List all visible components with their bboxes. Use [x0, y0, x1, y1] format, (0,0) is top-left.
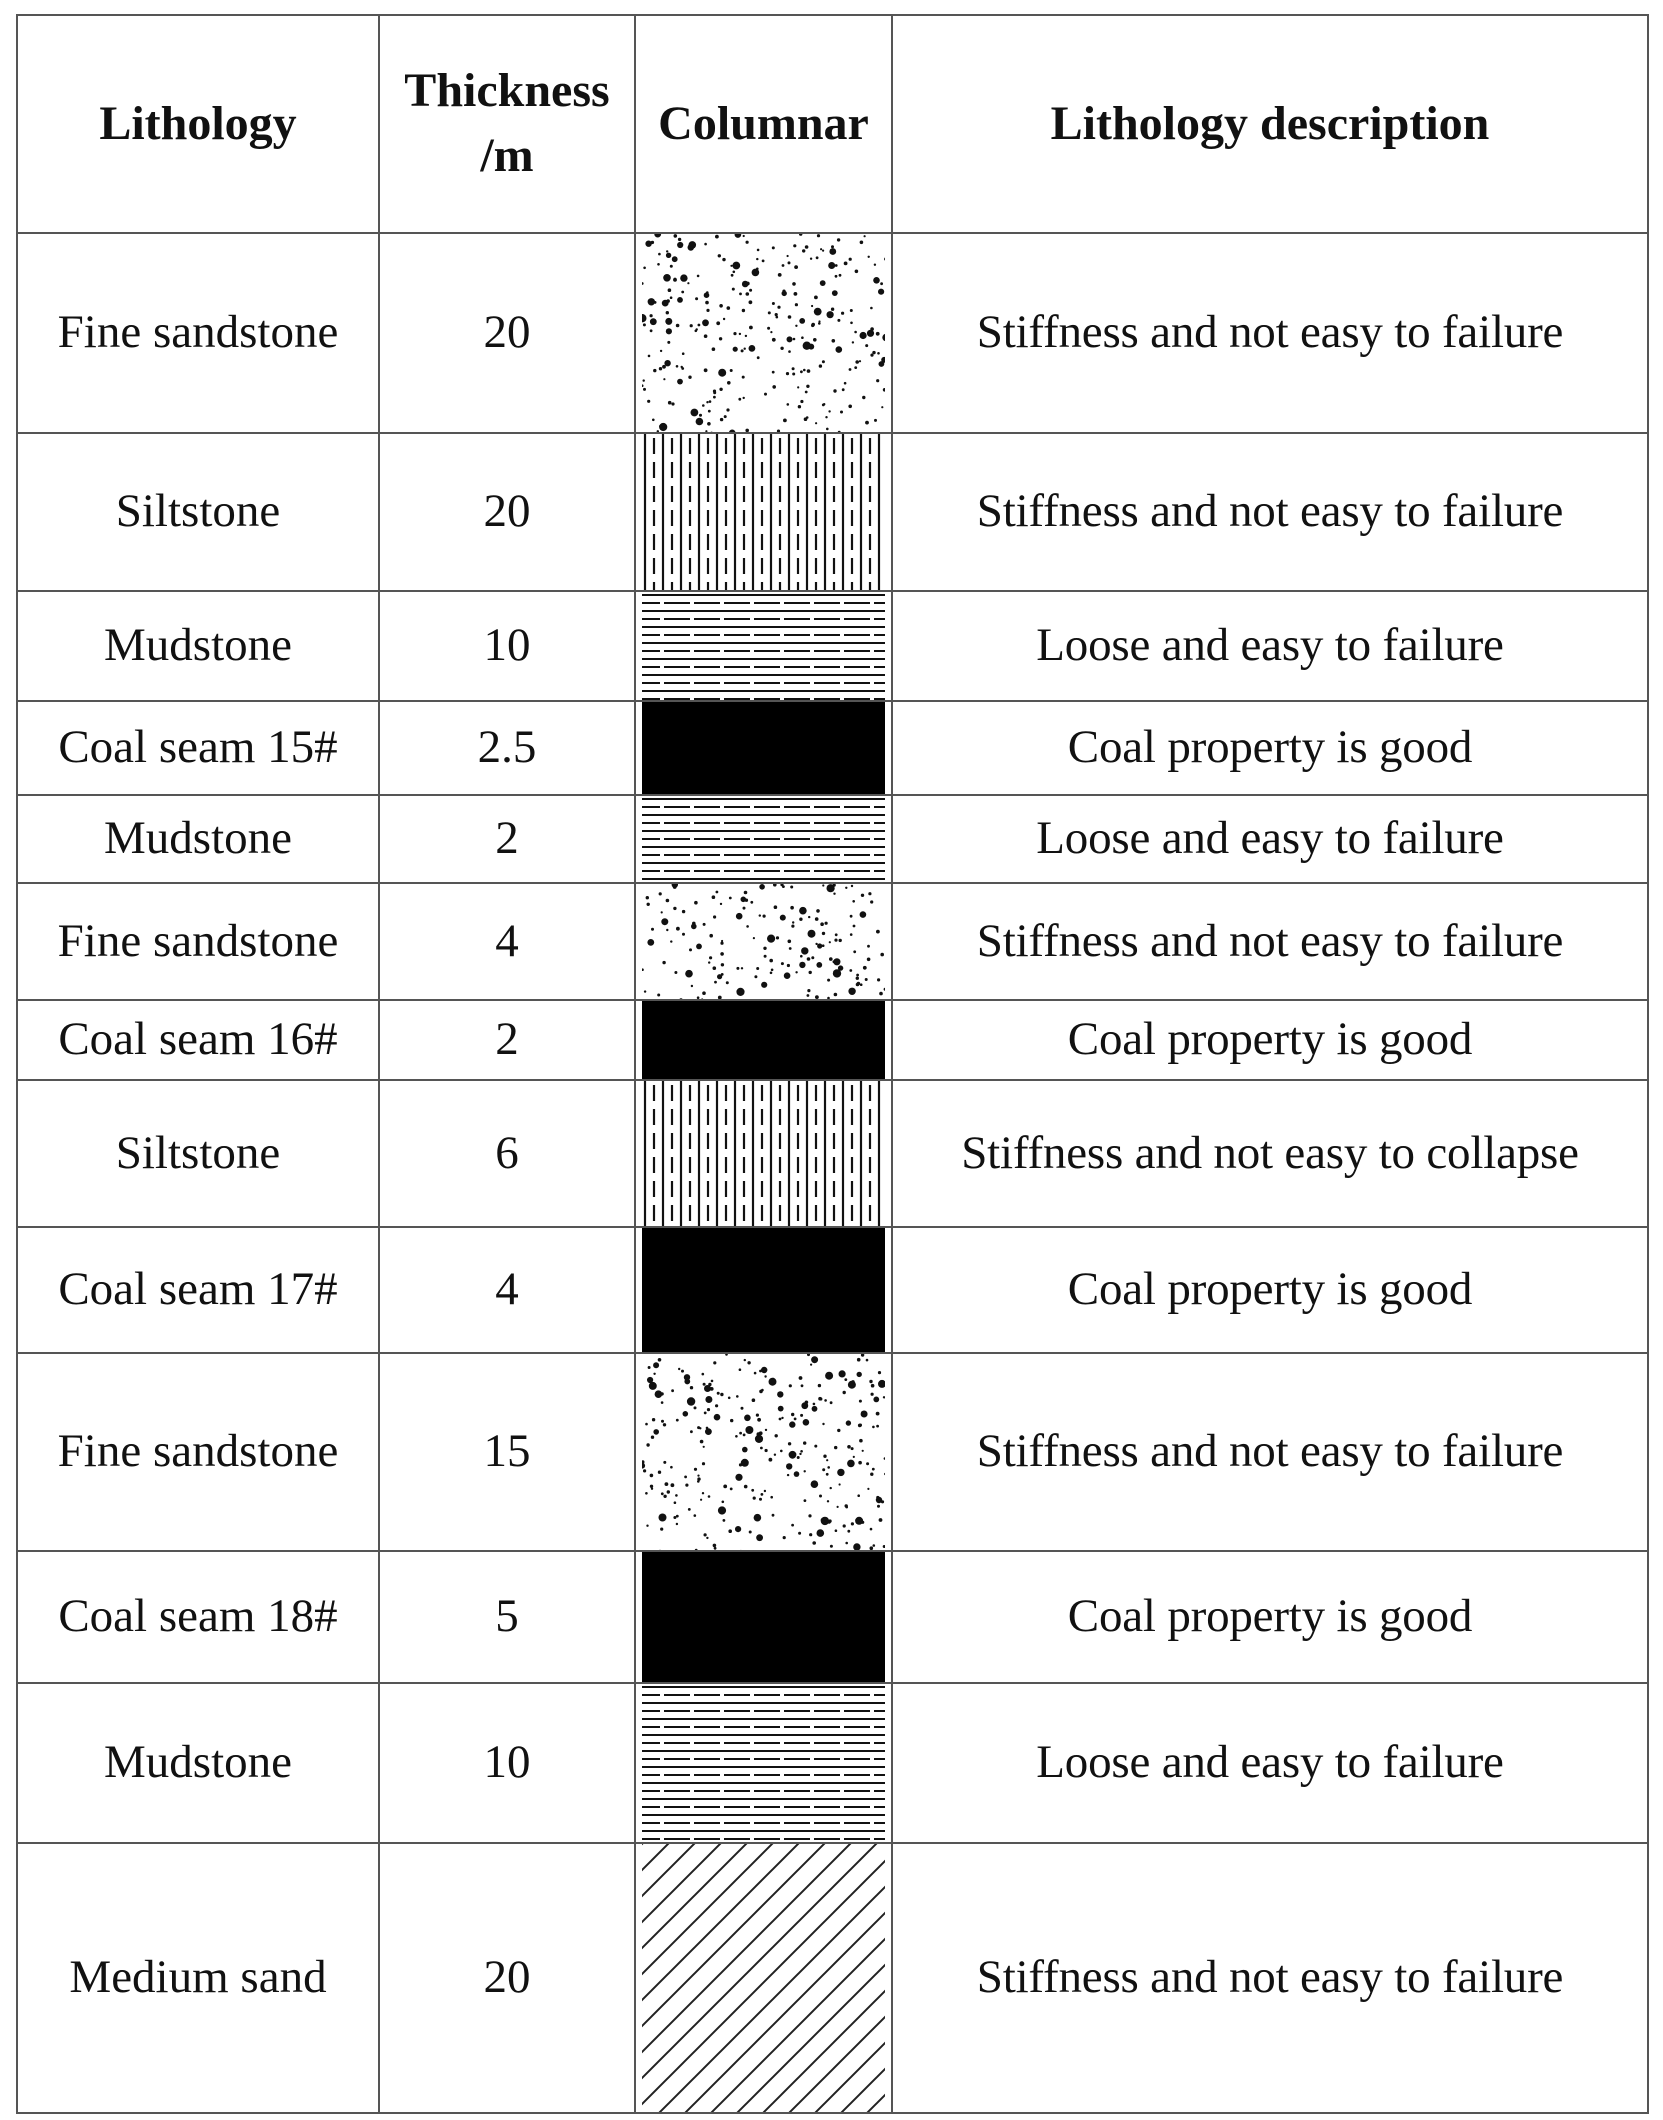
columnar-pattern-cell: [634, 1226, 893, 1354]
description-cell: Stiffness and not easy to failure: [891, 882, 1649, 1001]
header-description: Lithology description: [891, 14, 1649, 234]
lithology-cell: Siltstone: [16, 432, 380, 592]
mudstone-fill: [642, 796, 885, 882]
fine-sandstone-pattern: [642, 884, 885, 999]
lithology-cell: Mudstone: [16, 590, 380, 702]
thickness-cell: 4: [378, 882, 636, 1001]
description-cell: Stiffness and not easy to failure: [891, 432, 1649, 592]
columnar-pattern-cell: [634, 1550, 893, 1684]
lithology-cell: Coal seam 16#: [16, 999, 380, 1081]
mudstone-pattern: [642, 796, 885, 882]
mudstone-pattern: [642, 592, 885, 700]
thickness-cell: 20: [378, 232, 636, 434]
thickness-cell: 2: [378, 794, 636, 884]
medium-sand-fill: [642, 1844, 885, 2112]
table-row: Fine sandstone 4 Stiffness and not easy to…: [16, 882, 1649, 1001]
siltstone-fill: [642, 434, 885, 590]
sandstone-speckles: [642, 234, 885, 432]
table-row: Siltstone 6 Stiffness and not easy to coll…: [16, 1079, 1649, 1228]
thickness-cell: 10: [378, 1682, 636, 1844]
coal-fill: [642, 702, 885, 794]
fine-sandstone-pattern: [642, 1354, 885, 1550]
description-cell: Stiffness and not easy to collapse: [891, 1079, 1649, 1228]
siltstone-pattern: [642, 434, 885, 590]
table-row: Medium sand 20 Stiffness and not easy to f…: [16, 1842, 1649, 2114]
description-cell: Loose and easy to failure: [891, 590, 1649, 702]
thickness-cell: 4: [378, 1226, 636, 1354]
columnar-pattern-cell: [634, 700, 893, 796]
coal-fill: [642, 1552, 885, 1682]
stratigraphic-column-table: Lithology Thickness /m Columnar Litholog…: [16, 14, 1649, 2114]
lithology-cell: Mudstone: [16, 1682, 380, 1844]
mudstone-pattern: [642, 1684, 885, 1842]
header-lithology: Lithology: [16, 14, 380, 234]
lithology-cell: Coal seam 17#: [16, 1226, 380, 1354]
table-row: Coal seam 16# 2 Coal property is good: [16, 999, 1649, 1081]
columnar-pattern-cell: [634, 1079, 893, 1228]
thickness-cell: 2: [378, 999, 636, 1081]
thickness-cell: 10: [378, 590, 636, 702]
thickness-cell: 20: [378, 1842, 636, 2114]
table-row: Coal seam 18# 5 Coal property is good: [16, 1550, 1649, 1684]
description-cell: Coal property is good: [891, 1226, 1649, 1354]
thickness-cell: 15: [378, 1352, 636, 1552]
siltstone-pattern: [642, 1081, 885, 1226]
coal-fill: [642, 1228, 885, 1352]
mudstone-fill: [642, 592, 885, 700]
description-cell: Stiffness and not easy to failure: [891, 1352, 1649, 1552]
lithology-cell: Mudstone: [16, 794, 380, 884]
columnar-pattern-cell: [634, 999, 893, 1081]
mudstone-fill: [642, 1684, 885, 1842]
columnar-pattern-cell: [634, 882, 893, 1001]
table-row: Mudstone 10 Loose and easy to failure: [16, 590, 1649, 702]
thickness-cell: 6: [378, 1079, 636, 1228]
description-cell: Coal property is good: [891, 999, 1649, 1081]
medium-sand-pattern: [642, 1844, 885, 2112]
thickness-cell: 2.5: [378, 700, 636, 796]
sandstone-speckles: [642, 884, 885, 999]
lithology-cell: Fine sandstone: [16, 1352, 380, 1552]
header-columnar: Columnar: [634, 14, 893, 234]
lithology-cell: Medium sand: [16, 1842, 380, 2114]
table-body: Fine sandstone 20 Stiffness and not easy t…: [16, 232, 1649, 2114]
columnar-pattern-cell: [634, 432, 893, 592]
description-cell: Coal property is good: [891, 700, 1649, 796]
table-row: Fine sandstone 15 Stiffness and not easy t…: [16, 1352, 1649, 1552]
description-cell: Stiffness and not easy to failure: [891, 1842, 1649, 2114]
sandstone-speckles: [642, 1354, 885, 1550]
lithology-cell: Fine sandstone: [16, 882, 380, 1001]
header-thickness: Thickness /m: [378, 14, 636, 234]
columnar-pattern-cell: [634, 1842, 893, 2114]
fine-sandstone-pattern: [642, 234, 885, 432]
coal-pattern: [642, 1552, 885, 1682]
lithology-cell: Coal seam 18#: [16, 1550, 380, 1684]
lithology-cell: Siltstone: [16, 1079, 380, 1228]
description-cell: Loose and easy to failure: [891, 1682, 1649, 1844]
lithology-cell: Fine sandstone: [16, 232, 380, 434]
siltstone-fill: [642, 1081, 885, 1226]
table-row: Fine sandstone 20 Stiffness and not easy t…: [16, 232, 1649, 434]
coal-pattern: [642, 702, 885, 794]
columnar-pattern-cell: [634, 232, 893, 434]
columnar-pattern-cell: [634, 590, 893, 702]
lithology-cell: Coal seam 15#: [16, 700, 380, 796]
description-cell: Stiffness and not easy to failure: [891, 232, 1649, 434]
description-cell: Coal property is good: [891, 1550, 1649, 1684]
table-row: Coal seam 15# 2.5 Coal property is good: [16, 700, 1649, 796]
description-cell: Loose and easy to failure: [891, 794, 1649, 884]
header-row: Lithology Thickness /m Columnar Litholog…: [16, 14, 1649, 234]
table-row: Mudstone 2 Loose and easy to failure: [16, 794, 1649, 884]
coal-pattern: [642, 1228, 885, 1352]
columnar-pattern-cell: [634, 794, 893, 884]
columnar-pattern-cell: [634, 1682, 893, 1844]
table-row: Siltstone 20 Stiffness and not easy to fai…: [16, 432, 1649, 592]
columnar-pattern-cell: [634, 1352, 893, 1552]
thickness-cell: 20: [378, 432, 636, 592]
table-row: Mudstone 10 Loose and easy to failure: [16, 1682, 1649, 1844]
coal-pattern: [642, 1001, 885, 1079]
coal-fill: [642, 1001, 885, 1079]
thickness-cell: 5: [378, 1550, 636, 1684]
table-row: Coal seam 17# 4 Coal property is good: [16, 1226, 1649, 1354]
